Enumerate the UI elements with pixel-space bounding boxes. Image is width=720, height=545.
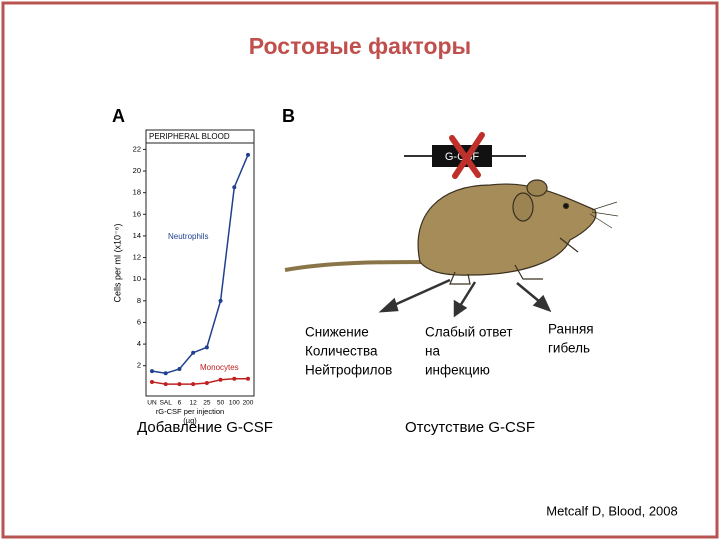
- x-tick-label: 200: [243, 400, 254, 407]
- y-axis-label: Cells per ml (x10⁻⁶): [112, 224, 122, 303]
- y-tick-label: 8: [137, 296, 141, 305]
- data-point: [232, 376, 237, 381]
- x-axis-label: (µg): [183, 416, 197, 425]
- knockout-x: [449, 132, 485, 179]
- outcome-text: Количества: [305, 344, 378, 359]
- arrows: [378, 278, 552, 318]
- outcome-text: Снижение: [305, 325, 369, 340]
- x-tick-label: 12: [190, 400, 198, 407]
- chart-title-box: [145, 129, 255, 144]
- y-tick-label: 2: [137, 361, 141, 370]
- series-label: Monocytes: [200, 363, 239, 372]
- outcome-text: гибель: [548, 341, 590, 356]
- outcome-text: Слабый ответ: [425, 325, 513, 340]
- data-point: [163, 371, 168, 376]
- data-point: [163, 382, 168, 387]
- x-tick-label: 25: [203, 400, 211, 407]
- x-axis-label: rG-CSF per injection: [156, 407, 224, 416]
- y-tick-label: 18: [133, 188, 141, 197]
- y-tick-label: 22: [133, 144, 141, 153]
- chart-title: PERIPHERAL BLOOD: [149, 132, 230, 141]
- y-tick-label: 6: [137, 317, 141, 326]
- x-tick-label: UN: [147, 400, 157, 407]
- series-line: [151, 154, 249, 375]
- panel-caption: Отсутствие G-CSF: [405, 419, 535, 436]
- y-tick-label: 14: [133, 231, 141, 240]
- plot-frame: [145, 129, 255, 397]
- chart: PERIPHERAL BLOOD 2 4 6 8 10 12 14 16 18 20 22 Cells …: [112, 129, 255, 425]
- data-point: [177, 366, 182, 371]
- outcome-text: инфекцию: [425, 363, 490, 378]
- data-point: [204, 345, 209, 350]
- data-point: [232, 185, 237, 190]
- x-tick-label: 6: [178, 400, 182, 407]
- y-tick-label: 12: [133, 253, 141, 262]
- outcome-text: Ранняя: [548, 322, 594, 337]
- panel-caption: Добавление G-CSF: [137, 419, 273, 436]
- outcome-text: на: [425, 344, 440, 359]
- x-tick-label: 50: [217, 400, 225, 407]
- data-point: [204, 381, 209, 386]
- outcome-text: Нейтрофилов: [305, 363, 392, 378]
- y-tick-label: 10: [133, 274, 141, 283]
- series-label: Neutrophils: [168, 232, 208, 241]
- data-point: [218, 377, 223, 382]
- x-tick-label: SAL: [160, 400, 173, 407]
- data-point: [246, 152, 250, 157]
- series-line: [151, 377, 248, 385]
- mouse: [284, 179, 619, 285]
- data-point: [218, 298, 223, 303]
- panel-label: B: [282, 106, 295, 126]
- data-point: [246, 376, 250, 381]
- panel-label: A: [112, 106, 125, 126]
- data-point: [191, 350, 196, 355]
- y-tick-label: 4: [137, 339, 141, 348]
- x-tick-label: 100: [229, 400, 240, 407]
- y-tick-label: 20: [133, 166, 141, 175]
- data-point: [177, 382, 182, 387]
- slide-title: Ростовые факторы: [249, 33, 471, 59]
- data-point: [150, 379, 154, 384]
- data-point: [150, 369, 154, 374]
- y-tick-label: 16: [133, 209, 141, 218]
- citation: Metcalf D, Blood, 2008: [546, 503, 678, 518]
- data-point: [191, 382, 196, 387]
